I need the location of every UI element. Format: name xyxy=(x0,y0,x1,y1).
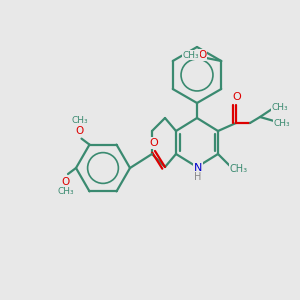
Text: CH₃: CH₃ xyxy=(183,50,200,59)
Text: O: O xyxy=(150,138,158,148)
Text: O: O xyxy=(198,50,206,60)
Text: H: H xyxy=(194,172,202,182)
Text: O: O xyxy=(62,177,70,187)
Text: O: O xyxy=(75,126,84,136)
Text: CH₃: CH₃ xyxy=(71,116,88,125)
Text: O: O xyxy=(232,92,242,102)
Text: CH₃: CH₃ xyxy=(58,188,74,196)
Text: CH₃: CH₃ xyxy=(272,103,288,112)
Text: N: N xyxy=(194,163,202,173)
Text: CH₃: CH₃ xyxy=(274,118,290,127)
Text: CH₃: CH₃ xyxy=(230,164,248,174)
